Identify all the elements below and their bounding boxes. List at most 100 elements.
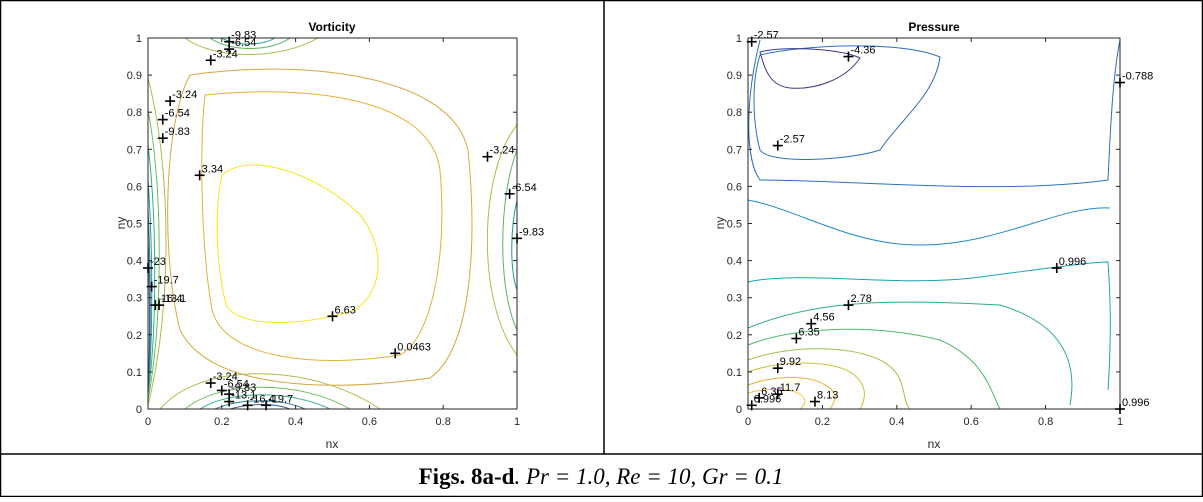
- vorticity-level-label: -6.54: [512, 182, 537, 194]
- vorticity-level-label: -19.7: [268, 393, 293, 405]
- pressure-y-tick-label: 0.6: [727, 181, 742, 193]
- pressure-x-tick-label: 0.6: [964, 416, 979, 428]
- vorticity-y-tick-labels: 0 0.1 0.2 0.3 0.4 0.5 0.6 0.7 0.8 0.9 1: [127, 33, 142, 416]
- pres-contour: [747, 199, 1111, 246]
- vorticity-level-label: 6.63: [335, 304, 356, 316]
- vorticity-y-tick-label: 0.5: [127, 219, 142, 231]
- vorticity-level-marker: -19.7: [261, 393, 293, 411]
- vort-contour: [209, 37, 291, 49]
- vorticity-level-label: -3.24: [489, 145, 514, 157]
- pressure-x-tick-label: 0.8: [1038, 416, 1053, 428]
- vorticity-level-label: 0.0463: [397, 341, 431, 353]
- pressure-level-marker: -2.57: [746, 30, 779, 47]
- pres-contour: [747, 388, 806, 410]
- pres-contour: [747, 301, 1073, 406]
- pressure-level-marker: 6.35: [791, 327, 820, 344]
- vorticity-level-label: -6.54: [165, 108, 190, 120]
- pressure-level-label: 6.35: [798, 327, 819, 339]
- pres-contour: [748, 39, 1121, 188]
- vort-contour: [216, 164, 379, 323]
- pressure-level-label: 4.56: [813, 312, 834, 324]
- vorticity-level-label: -6.54: [231, 37, 256, 49]
- pressure-contours: [747, 39, 1121, 410]
- vorticity-y-tick-label: 0.4: [127, 256, 142, 268]
- pressure-level-label: -2.57: [754, 30, 779, 42]
- vort-contour: [159, 373, 381, 410]
- pressure-level-label: -2.57: [780, 134, 805, 146]
- vorticity-tick-marks: [147, 37, 518, 410]
- vorticity-y-tick-label: 0.1: [127, 367, 142, 379]
- pressure-tick-marks: [747, 37, 1121, 410]
- pressure-y-tick-label: 0.9: [727, 70, 742, 82]
- pres-contour: [753, 45, 941, 160]
- pressure-level-label: 0.996: [1059, 256, 1087, 268]
- vorticity-ylabel: ny: [114, 217, 128, 230]
- figure-caption: Figs. 8a-d. Pr = 1.0, Re = 10, Gr = 0.1: [419, 464, 784, 489]
- pressure-y-tick-labels: 0 0.1 0.2 0.3 0.4 0.5 0.6 0.7 0.8 0.9 1: [727, 33, 742, 416]
- pressure-level-marker: 8.13: [809, 390, 838, 407]
- pres-contour: [747, 348, 911, 410]
- vorticity-title: Vorticity: [308, 20, 355, 34]
- pressure-x-tick-label: 1: [1117, 416, 1123, 428]
- pressure-level-marker: 9.92: [772, 356, 801, 374]
- pres-contour: [747, 328, 1001, 410]
- vorticity-y-tick-label: 0.6: [127, 181, 142, 193]
- pressure-y-tick-label: 0.5: [727, 219, 742, 231]
- vort-contour: [214, 400, 306, 410]
- pressure-level-label: 2.78: [850, 293, 871, 305]
- vorticity-level-marker: 6.63: [327, 304, 356, 322]
- pressure-y-tick-label: 0.1: [727, 367, 742, 379]
- vorticity-level-marker: -3.24: [205, 48, 238, 66]
- pressure-xlabel: nx: [928, 437, 941, 451]
- vorticity-x-tick-label: 1: [514, 416, 520, 428]
- pressure-level-label: 8.13: [817, 390, 838, 402]
- vorticity-y-tick-label: 0.2: [127, 330, 142, 342]
- vorticity-level-label: -6.54: [224, 378, 249, 390]
- vort-contour: [184, 386, 351, 410]
- vorticity-level-marker: -6.54: [224, 37, 256, 55]
- vorticity-level-marker: -9.83: [224, 382, 256, 400]
- pres-contour: [747, 377, 836, 410]
- pressure-level-marker: 6.35: [754, 386, 783, 403]
- pressure-y-tick-label: 0.4: [727, 256, 742, 268]
- vorticity-level-label: -13.1: [231, 390, 256, 402]
- vorticity-level-marker: -6.54: [504, 182, 537, 199]
- vorticity-level-marker: -6.54: [157, 108, 190, 125]
- vorticity-level-label: -16.4: [250, 393, 275, 405]
- pres-contour: [747, 362, 865, 410]
- pressure-axes-box: [747, 37, 1121, 410]
- vorticity-x-tick-label: 0: [145, 416, 151, 428]
- pressure-level-marker: -4.36: [843, 45, 876, 62]
- vorticity-level-marker: -3.24: [165, 89, 197, 107]
- pressure-level-label: -4.36: [850, 45, 875, 57]
- vorticity-y-tick-label: 0.9: [127, 70, 142, 82]
- pressure-level-marker: 11.7: [772, 382, 801, 400]
- pressure-level-label: -0.788: [1122, 71, 1153, 83]
- caption-bold: Figs. 8a-d: [419, 464, 515, 489]
- pressure-x-tick-labels: 0 0.2 0.4 0.6 0.8 1: [745, 416, 1123, 428]
- vorticity-panel: 0 0.2 0.4 0.6 0.8 1 0 0.1 0.2 0.3 0.4 0.5 0.6 0.7 0.8…: [114, 20, 544, 451]
- pressure-level-marker: 0.996: [746, 393, 781, 411]
- vorticity-level-marker: -3.24: [482, 145, 515, 162]
- pressure-level-marker: 4.56: [806, 312, 835, 329]
- pressure-level-labels: -2.57 -4.36 -0.788 -2.57 0.996 2.78 4.56 6.35 9.…: [746, 30, 1153, 414]
- vort-contour: [201, 91, 443, 361]
- pres-contour: [759, 48, 861, 89]
- vort-contour: [221, 37, 276, 45]
- vort-contour: [511, 199, 518, 291]
- vorticity-y-tick-label: 0.3: [127, 293, 142, 305]
- vorticity-level-marker: -6.54: [216, 378, 249, 396]
- pressure-title: Pressure: [908, 20, 960, 34]
- pressure-x-tick-label: 0.4: [889, 416, 904, 428]
- pressure-y-tick-label: 0: [736, 404, 742, 416]
- pressure-level-label: 11.7: [780, 382, 801, 394]
- vorticity-level-marker: -19.7: [146, 275, 179, 292]
- pressure-level-marker: -2.57: [772, 134, 805, 151]
- vorticity-level-marker: -23: [143, 256, 166, 274]
- pres-contour: [747, 261, 1111, 391]
- vort-contour: [167, 68, 473, 386]
- vorticity-level-label: 3.34: [202, 163, 223, 175]
